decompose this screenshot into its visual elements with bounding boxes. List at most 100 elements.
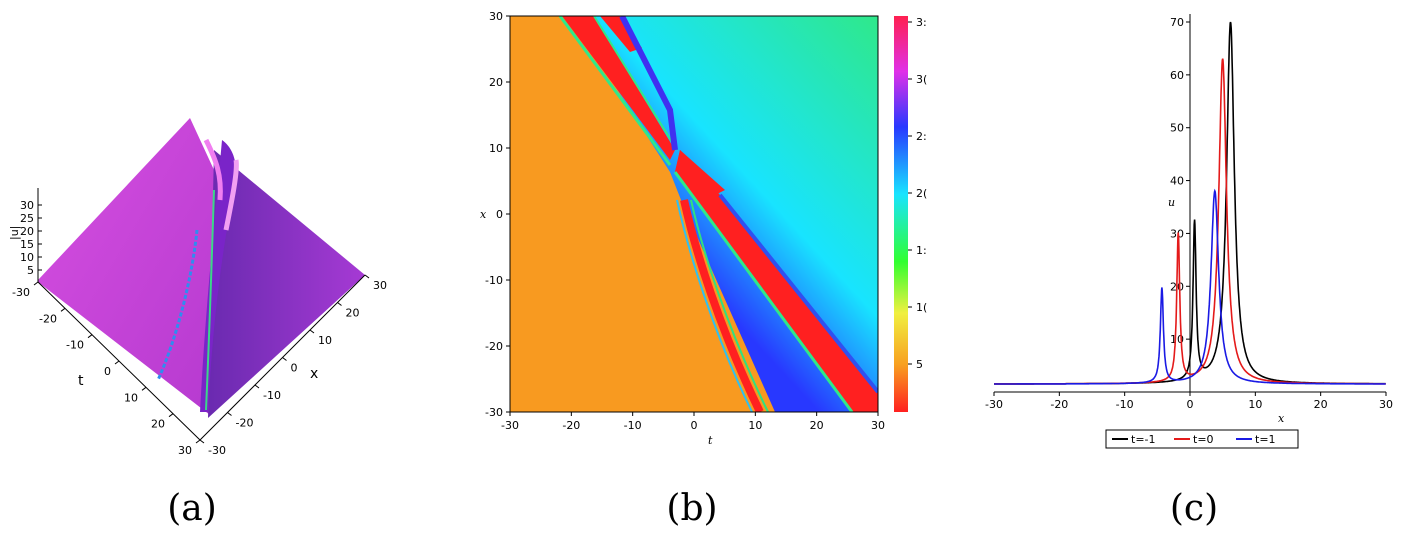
line-plot-x-tick-label: -10: [1116, 398, 1134, 411]
line-plot-x-tick-label: 20: [1314, 398, 1328, 411]
heatmap-x-tick-label: -20: [562, 419, 580, 432]
line-plot-x-tick-label: 30: [1379, 398, 1393, 411]
x-tick-mark: [199, 439, 205, 444]
x-tick-mark: [364, 274, 370, 279]
x-tick-label: -10: [263, 389, 281, 402]
line-plot-x-tick-label: 0: [1187, 398, 1194, 411]
colorbar-tick-label: 5: [916, 358, 923, 371]
heatmap-y-tick-label: 20: [489, 76, 503, 89]
surface-right-face: [208, 150, 365, 418]
heatmap-red-band: [675, 150, 878, 412]
t-tick-mark: [195, 439, 201, 444]
heatmap-upper-branch-edge: [558, 16, 672, 166]
heatmap-red-band-upper: [675, 150, 725, 200]
heatmap-x-label: t: [708, 434, 713, 447]
colorbar-tick-label: 1(: [916, 301, 927, 314]
heatmap-y-label: x: [480, 208, 487, 221]
z-tick-label: 5: [27, 264, 34, 277]
line-plot-y-tick-label: 70: [1170, 16, 1184, 29]
x-tick-mark: [282, 357, 287, 361]
line-plot-y-tick-label: 40: [1170, 175, 1184, 188]
t-axis-ticks: -30 -20 -10 0 10 20 30: [12, 281, 201, 457]
panel-b-density-plot: -30 -20 -10 0 10 20 30 30 20 10 0 -10 -20 -30 t x 3:…: [470, 0, 940, 533]
z-tick-label: 25: [20, 212, 34, 225]
surface-left-face: [38, 118, 214, 415]
heatmap-y-tick-label: -20: [485, 340, 503, 353]
surface-ridge-highlight: [223, 159, 239, 231]
t-tick-label: 10: [124, 391, 138, 404]
z-tick-label: 30: [20, 199, 34, 212]
x-tick-mark: [337, 302, 342, 306]
x-tick-label: 10: [318, 334, 332, 347]
line-plot-legend: t=-1 t=0 t=1: [1105, 429, 1299, 449]
x-tick-label: 0: [291, 362, 298, 375]
line-plot-x-tick-label: 10: [1248, 398, 1262, 411]
t-tick-label: 20: [151, 418, 165, 431]
heatmap-upper-branch-edge-2: [593, 16, 678, 151]
heatmap-lower-branch: [680, 199, 764, 412]
heatmap-x-tick-label: -10: [624, 419, 642, 432]
t-tick-mark: [114, 360, 120, 365]
legend-entry: t=-1: [1131, 433, 1156, 446]
z-tick-label: 20: [20, 225, 34, 238]
surface-ridge-glow: [205, 189, 215, 411]
t-tick-label: -20: [39, 312, 57, 325]
t-tick-mark: [33, 281, 39, 286]
heatmap-x-tick-label: 30: [871, 419, 885, 432]
x-tick-mark: [227, 412, 232, 416]
line-plot-y-tick-label: 60: [1170, 69, 1184, 82]
z-tick-label: 10: [20, 251, 34, 264]
heatmap-lower-branch-edge-2: [690, 199, 769, 412]
x-tick-mark: [254, 384, 260, 389]
heatmap-lower-branch-edge: [676, 199, 753, 412]
t-tick-mark: [141, 386, 147, 391]
heatmap-upper-branch-2: [600, 16, 642, 52]
line-plot-y-tick-label: 50: [1170, 122, 1184, 135]
line-plot-x-tick-label: -30: [985, 398, 1003, 411]
line-plot-y-label: u: [1168, 196, 1175, 209]
x-tick-label: 20: [346, 307, 360, 320]
legend-entry: t=0: [1193, 433, 1214, 446]
density-plot-svg: -30 -20 -10 0 10 20 30 30 20 10 0 -10 -20 -30 t x 3:…: [480, 10, 927, 447]
heatmap-y-ticks: 30 20 10 0 -10 -20 -30: [485, 10, 510, 419]
heatmap-x-tick-label: 0: [691, 419, 698, 432]
heatmap-x-tick-label: -30: [501, 419, 519, 432]
heatmap-y-tick-label: -30: [485, 406, 503, 419]
heatmap-y-tick-label: 30: [489, 10, 503, 23]
x-tick-label: -20: [236, 417, 254, 430]
x-tick-label: -30: [208, 444, 226, 457]
heatmap-red-band-edge: [673, 171, 854, 412]
line-plot-series: [994, 21, 1386, 385]
t-tick-label: 30: [178, 444, 192, 457]
line-plot-x-tick-label: -20: [1050, 398, 1068, 411]
colorbar-tick-label: 1:: [916, 244, 927, 257]
colorbar-tick-label: 3(: [916, 73, 927, 86]
line-plot-y-tick-label: 30: [1170, 227, 1184, 240]
panel-a-surface-plot: 5 10 15 20 25 30 |u| -30 -20 -10 0 10 20 30 t 30 20 1…: [0, 0, 400, 533]
t-tick-mark: [60, 307, 66, 312]
caption-b: (b): [666, 488, 718, 529]
z-tick-label: 15: [20, 238, 34, 251]
legend-box: [1105, 429, 1299, 449]
t-axis-label: t: [78, 373, 84, 389]
t-tick-label: -10: [66, 339, 84, 352]
heatmap-x-tick-label: 10: [748, 419, 762, 432]
colorbar-tick-label: 3:: [916, 16, 927, 29]
t-tick-label: 0: [104, 365, 111, 378]
x-tick-label: 30: [373, 279, 387, 292]
surface-ridge-blue: [156, 229, 199, 381]
t-tick-label: -30: [12, 286, 30, 299]
colorbar: [894, 16, 908, 412]
heatmap-upper-branch-blue: [619, 16, 678, 151]
heatmap-red-band-edge-2: [718, 193, 878, 394]
heatmap-y-tick-label: 10: [489, 142, 503, 155]
t-tick-mark: [168, 413, 174, 418]
t-tick-mark: [87, 334, 93, 339]
z-axis-label: |u|: [8, 226, 21, 240]
colorbar-tick-label: 2:: [916, 130, 927, 143]
line-series-2: [994, 188, 1386, 385]
x-tick-mark: [309, 329, 315, 334]
